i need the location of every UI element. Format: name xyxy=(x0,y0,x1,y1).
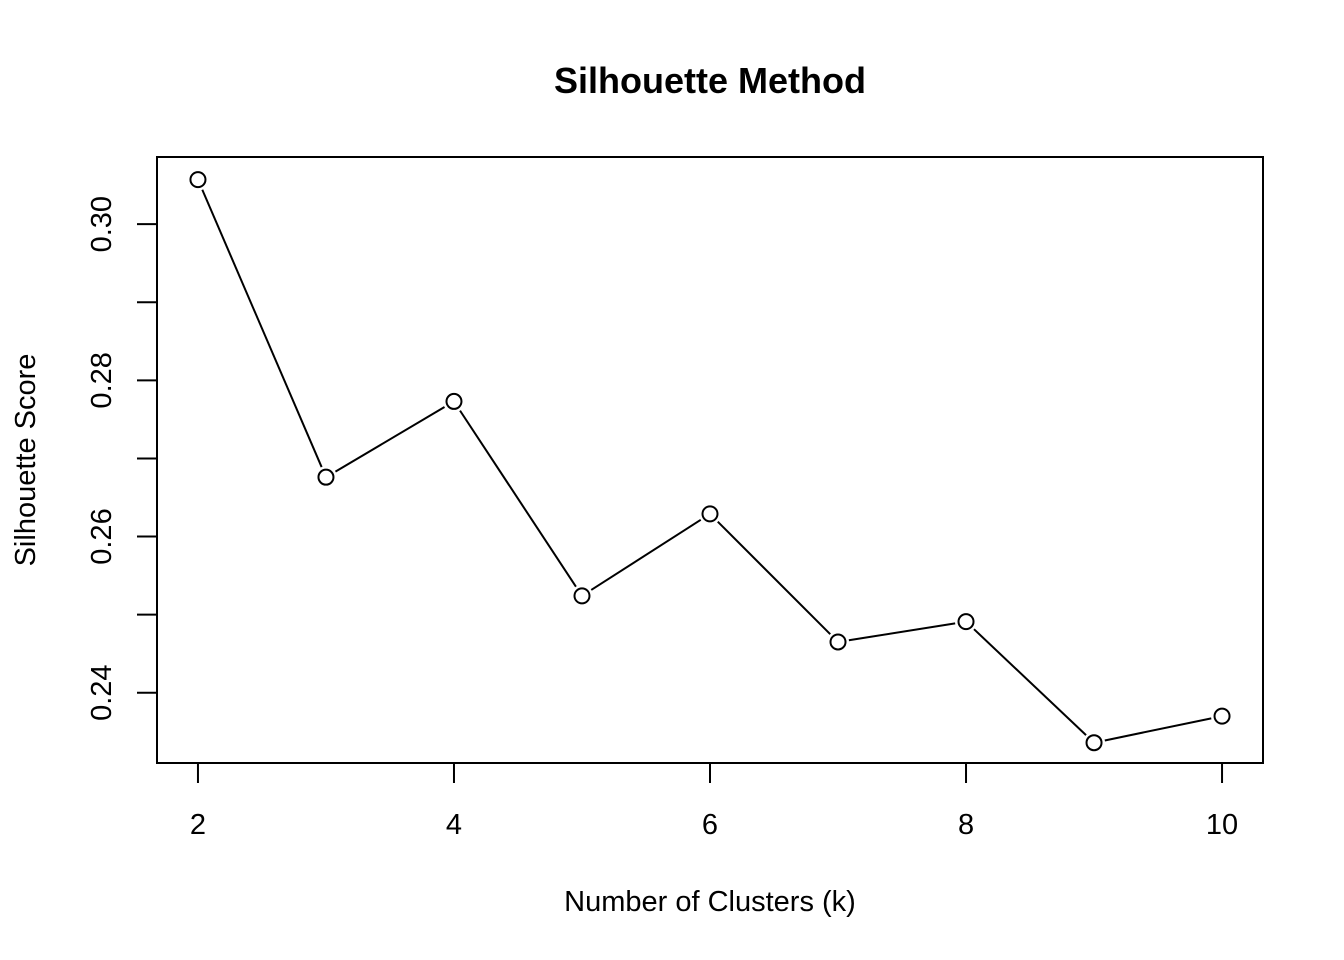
series-segment xyxy=(201,189,323,468)
series-segment xyxy=(973,628,1087,736)
data-point xyxy=(957,613,975,631)
series-line xyxy=(201,189,1212,742)
data-point xyxy=(445,392,463,410)
chart-title: Silhouette Method xyxy=(554,60,866,101)
data-point xyxy=(1213,707,1231,725)
series-points xyxy=(189,171,1231,752)
x-axis: 2 4 6 8 10 xyxy=(190,762,1238,841)
data-point xyxy=(701,505,719,523)
x-tick-label: 10 xyxy=(1206,809,1238,841)
y-tick-label: 0.30 xyxy=(86,196,118,252)
plot-frame xyxy=(156,156,1264,764)
series-segment xyxy=(1104,717,1212,742)
y-tick-label: 0.26 xyxy=(86,508,118,564)
series-segment xyxy=(717,520,831,635)
series-segment xyxy=(334,406,446,473)
data-point xyxy=(1085,734,1103,752)
x-tick-label: 6 xyxy=(702,809,718,841)
y-axis-label: Silhouette Score xyxy=(10,354,42,567)
series-segment xyxy=(590,518,702,591)
x-tick-label: 8 xyxy=(958,809,974,841)
data-point xyxy=(573,587,591,605)
x-tick-label: 4 xyxy=(446,809,462,841)
data-point xyxy=(829,633,847,651)
series-segment xyxy=(848,622,956,642)
data-point xyxy=(317,468,335,486)
series-segment xyxy=(459,410,577,588)
y-tick-label: 0.24 xyxy=(86,664,118,720)
data-point xyxy=(189,171,207,189)
y-tick-label: 0.28 xyxy=(86,352,118,408)
x-axis-label: Number of Clusters (k) xyxy=(564,886,856,918)
x-tick-label: 2 xyxy=(190,809,206,841)
y-axis: 0.24 0.26 0.28 0.30 xyxy=(86,196,158,721)
